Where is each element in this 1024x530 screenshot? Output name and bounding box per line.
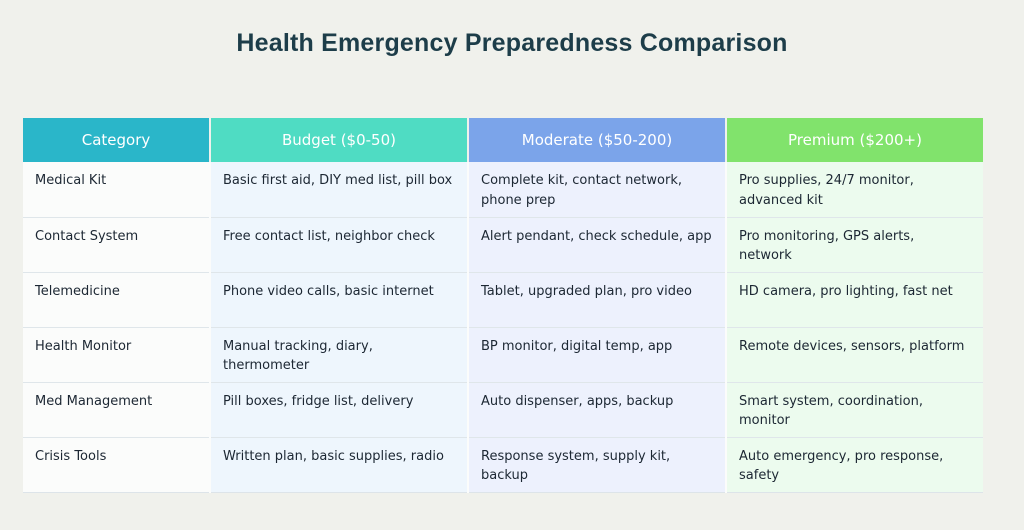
premium-cell: Pro supplies, 24/7 monitor, advanced kit (725, 162, 983, 217)
table-row: Contact System Free contact list, neighb… (23, 216, 983, 272)
premium-cell: Remote devices, sensors, platform (725, 326, 983, 382)
premium-cell: Auto emergency, pro response, safety (725, 436, 983, 493)
comparison-table: Category Budget ($0-50) Moderate ($50-20… (23, 118, 983, 493)
page-title: Health Emergency Preparedness Comparison (236, 28, 788, 57)
moderate-cell: BP monitor, digital temp, app (467, 326, 726, 382)
premium-cell: Pro monitoring, GPS alerts, network (725, 216, 983, 272)
budget-cell: Basic first aid, DIY med list, pill box (209, 162, 468, 217)
moderate-cell: Response system, supply kit, backup (467, 436, 726, 493)
table-row: Medical Kit Basic first aid, DIY med lis… (23, 162, 983, 217)
table-row: Med Management Pill boxes, fridge list, … (23, 381, 983, 437)
table-row: Health Monitor Manual tracking, diary, t… (23, 326, 983, 382)
column-header-budget: Budget ($0-50) (209, 118, 468, 162)
category-cell: Medical Kit (23, 162, 210, 217)
moderate-cell: Tablet, upgraded plan, pro video (467, 271, 726, 327)
column-header-category: Category (23, 118, 210, 162)
premium-cell: HD camera, pro lighting, fast net (725, 271, 983, 327)
budget-cell: Phone video calls, basic internet (209, 271, 468, 327)
premium-cell: Smart system, coordination, monitor (725, 381, 983, 437)
category-cell: Med Management (23, 381, 210, 437)
category-cell: Telemedicine (23, 271, 210, 327)
budget-cell: Pill boxes, fridge list, delivery (209, 381, 468, 437)
column-header-moderate: Moderate ($50-200) (467, 118, 726, 162)
column-header-premium: Premium ($200+) (725, 118, 983, 162)
budget-cell: Free contact list, neighbor check (209, 216, 468, 272)
category-cell: Contact System (23, 216, 210, 272)
category-cell: Crisis Tools (23, 436, 210, 493)
moderate-cell: Alert pendant, check schedule, app (467, 216, 726, 272)
budget-cell: Written plan, basic supplies, radio (209, 436, 468, 493)
category-cell: Health Monitor (23, 326, 210, 382)
moderate-cell: Auto dispenser, apps, backup (467, 381, 726, 437)
table-row: Telemedicine Phone video calls, basic in… (23, 271, 983, 327)
table-header-row: Category Budget ($0-50) Moderate ($50-20… (23, 118, 983, 162)
moderate-cell: Complete kit, contact network, phone pre… (467, 162, 726, 217)
table-row: Crisis Tools Written plan, basic supplie… (23, 436, 983, 493)
budget-cell: Manual tracking, diary, thermometer (209, 326, 468, 382)
